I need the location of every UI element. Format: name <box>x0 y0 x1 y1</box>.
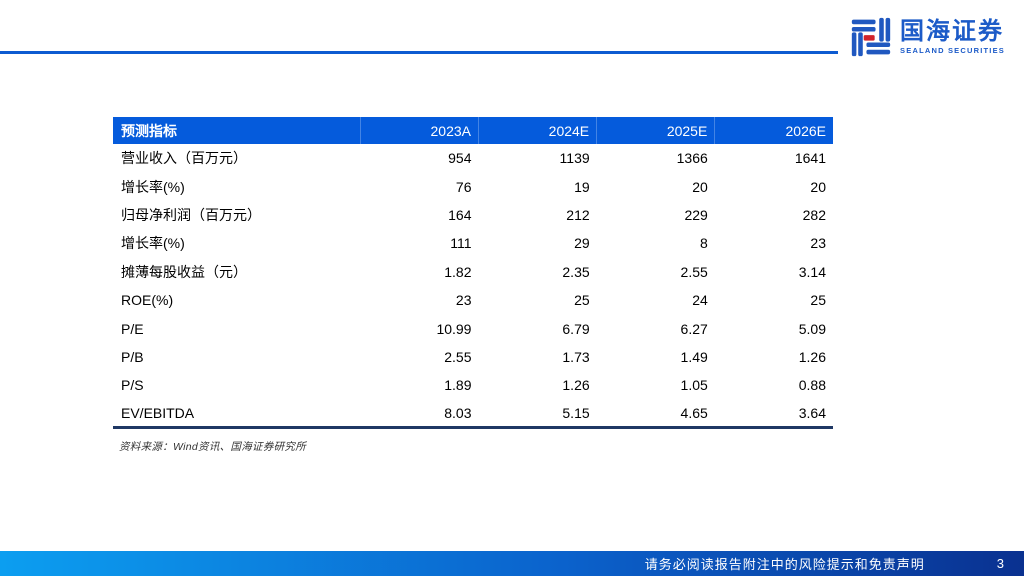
table-row: EV/EBITDA 8.03 5.15 4.65 3.64 <box>113 399 833 428</box>
cell-value: 1366 <box>596 144 715 173</box>
forecast-table: 预测指标 2023A 2024E 2025E 2026E 营业收入（百万元） 9… <box>113 117 833 430</box>
cell-value: 1.73 <box>478 342 597 372</box>
cell-value: 6.27 <box>596 314 715 343</box>
table-row: 增长率(%) 76 19 20 20 <box>113 172 833 201</box>
cell-value: 6.79 <box>478 314 597 343</box>
page-number: 3 <box>996 556 1004 571</box>
cell-value: 20 <box>596 172 715 201</box>
row-label: 增长率(%) <box>113 229 361 258</box>
cell-value: 2.35 <box>478 257 597 286</box>
footer-disclaimer: 请务必阅读报告附注中的风险提示和免责声明 <box>644 557 925 572</box>
cell-value: 25 <box>478 285 597 315</box>
cell-value: 10.99 <box>360 314 479 343</box>
cell-value: 23 <box>714 229 833 258</box>
cell-value: 212 <box>478 200 597 230</box>
row-label: P/B <box>113 342 361 372</box>
cell-value: 5.09 <box>714 314 833 343</box>
cell-value: 19 <box>478 172 597 201</box>
cell-value: 111 <box>360 229 479 258</box>
row-label: EV/EBITDA <box>113 399 361 428</box>
footer-bar: 请务必阅读报告附注中的风险提示和免责声明 3 <box>0 551 1024 576</box>
cell-value: 8 <box>596 229 715 258</box>
cell-value: 8.03 <box>360 399 479 428</box>
cell-value: 76 <box>360 172 479 201</box>
table-header-2025e: 2025E <box>596 117 715 144</box>
table-header-2023a: 2023A <box>359 117 479 144</box>
table-row: P/S 1.89 1.26 1.05 0.88 <box>113 371 833 400</box>
table-header-row: 预测指标 2023A 2024E 2025E 2026E <box>113 117 833 144</box>
cell-value: 20 <box>714 172 833 201</box>
cell-value: 229 <box>596 200 715 230</box>
brand-name-en: SEALAND SECURITIES <box>900 45 1005 55</box>
table-header-2026e: 2026E <box>714 117 833 144</box>
cell-value: 1.05 <box>596 371 715 400</box>
table-header-2024e: 2024E <box>477 117 597 144</box>
brand-logo: 国海证券 SEALAND SECURITIES <box>850 16 1005 58</box>
cell-value: 2.55 <box>596 257 715 286</box>
cell-value: 1.49 <box>596 342 715 372</box>
cell-value: 23 <box>360 285 479 315</box>
sealand-logo-icon <box>851 17 891 57</box>
cell-value: 954 <box>360 144 479 173</box>
table-row: ROE(%) 23 25 24 25 <box>113 285 833 315</box>
forecast-table-container: 预测指标 2023A 2024E 2025E 2026E 营业收入（百万元） 9… <box>113 117 833 430</box>
row-label: P/S <box>113 371 361 400</box>
top-divider-rule <box>0 51 838 54</box>
cell-value: 3.64 <box>714 399 833 428</box>
cell-value: 24 <box>596 285 715 315</box>
table-row: 营业收入（百万元） 954 1139 1366 1641 <box>113 144 833 173</box>
table-row: 增长率(%) 111 29 8 23 <box>113 229 833 258</box>
cell-value: 2.55 <box>360 342 479 372</box>
table-row: P/E 10.99 6.79 6.27 5.09 <box>113 314 833 343</box>
table-row: 摊薄每股收益（元） 1.82 2.35 2.55 3.14 <box>113 257 833 286</box>
cell-value: 1.89 <box>360 371 479 400</box>
cell-value: 1.26 <box>714 342 833 372</box>
cell-value: 5.15 <box>478 399 597 428</box>
row-label: 摊薄每股收益（元） <box>113 257 361 286</box>
table-row: 归母净利润（百万元） 164 212 229 282 <box>113 200 833 230</box>
cell-value: 1139 <box>478 144 597 173</box>
table-header-metric: 预测指标 <box>113 117 361 144</box>
table-row: P/B 2.55 1.73 1.49 1.26 <box>113 342 833 372</box>
cell-value: 1641 <box>714 144 833 173</box>
row-label: 归母净利润（百万元） <box>113 200 361 230</box>
cell-value: 29 <box>478 229 597 258</box>
cell-value: 25 <box>714 285 833 315</box>
cell-value: 1.26 <box>478 371 597 400</box>
brand-name-cn: 国海证券 <box>900 17 1005 45</box>
row-label: 增长率(%) <box>113 172 361 201</box>
row-label: 营业收入（百万元） <box>113 144 361 173</box>
cell-value: 1.82 <box>360 257 479 286</box>
source-note: 资料来源：Wind资讯、国海证券研究所 <box>119 441 307 453</box>
cell-value: 4.65 <box>596 399 715 428</box>
cell-value: 164 <box>360 200 479 230</box>
row-label: P/E <box>113 314 361 343</box>
brand-text: 国海证券 SEALAND SECURITIES <box>900 17 1005 55</box>
row-label: ROE(%) <box>113 285 361 315</box>
cell-value: 0.88 <box>714 371 833 400</box>
cell-value: 282 <box>714 200 833 230</box>
cell-value: 3.14 <box>714 257 833 286</box>
